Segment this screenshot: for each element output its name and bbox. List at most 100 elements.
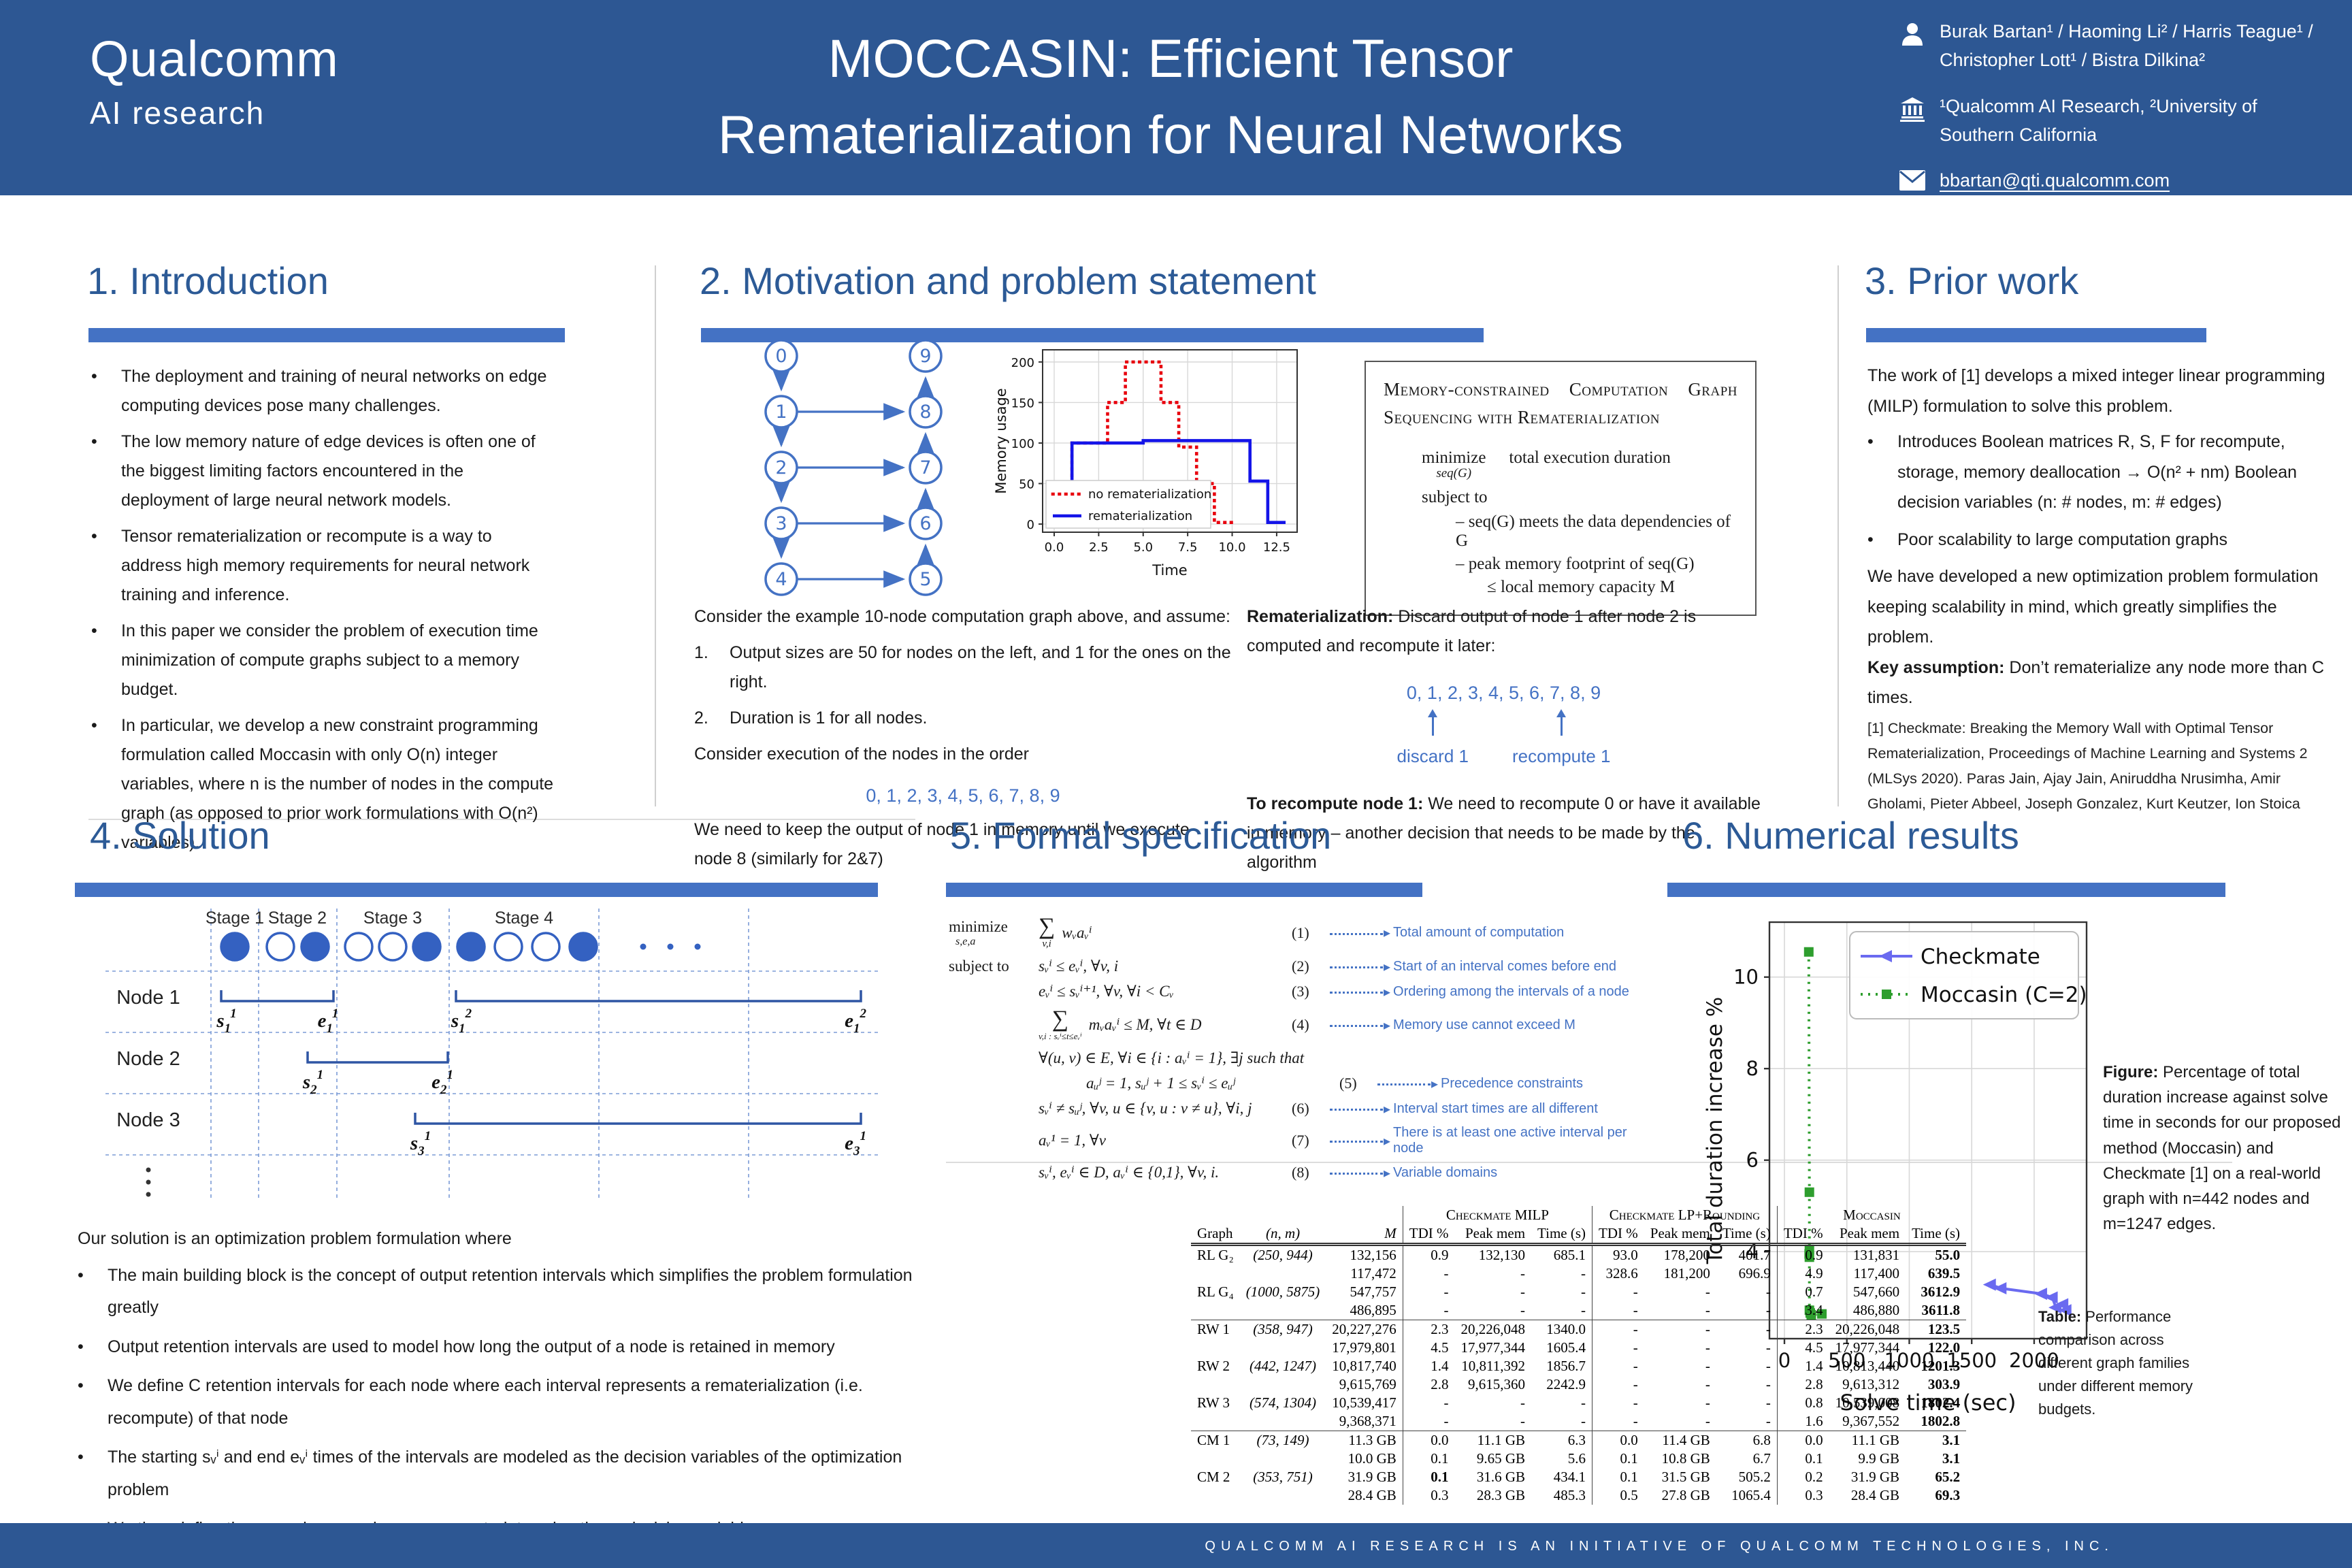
table-cell: -	[1520, 1265, 1526, 1281]
table-cell	[1239, 1301, 1326, 1320]
svg-text:6: 6	[919, 513, 931, 534]
table-cell: -	[1592, 1412, 1644, 1431]
table-cell: 181,200	[1663, 1265, 1710, 1281]
svg-text:5: 5	[919, 569, 931, 590]
problem-box-minimize-row: minimize seq(G) total execution duration	[1422, 448, 1737, 481]
table-cell	[1239, 1412, 1326, 1431]
equation-math: ∑ v,i wᵥaᵥⁱ	[1039, 914, 1092, 950]
arrow-right-icon: ▸	[1431, 1076, 1439, 1092]
arrow-right-icon: ▸	[1384, 926, 1391, 941]
table-cell: 10,817,740	[1332, 1358, 1396, 1374]
email-link[interactable]: bbartan@qti.qualcomm.com	[1940, 170, 2170, 191]
table-cell: -	[1402, 1394, 1455, 1412]
table-column-header: M	[1326, 1224, 1403, 1246]
equation-row: ∑ v,i : sᵥⁱ≤t≤eᵥⁱ mᵥaᵥⁱ ≤ M, ∀t ∈ D (4) ▸ Mem…	[949, 1008, 1661, 1042]
authors-text: Burak Bartan¹ / Haoming Li² / Harris Tea…	[1940, 18, 2341, 75]
list-item-text: ≤ local memory capacity M	[1487, 578, 1676, 596]
subject-to-label: subject to	[1422, 488, 1488, 506]
solution-bullet: • We define C retention intervals for eac…	[78, 1370, 932, 1435]
execution-sequence: 0, 1, 2, 3, 4, 5, 6, 7, 8, 9	[866, 785, 1060, 806]
list-item-text: In this paper we consider the problem of…	[121, 621, 538, 699]
intro-bullet: • The deployment and training of neural n…	[91, 362, 554, 421]
divider-col-1	[655, 265, 656, 806]
table-cell: 9,367,552	[1829, 1412, 1906, 1431]
table-cell: RL G₄	[1197, 1284, 1234, 1300]
equation-row: ∀(u, v) ∈ E, ∀i ∈ {i : aᵥⁱ = 1}, ∃j such…	[949, 1049, 1661, 1067]
equation-row: sᵥⁱ, eᵥⁱ ∈ D, aᵥⁱ ∈ {0,1}, ∀v, i. (8) ▸ Var…	[949, 1164, 1661, 1181]
table-cell: -	[1592, 1375, 1644, 1394]
section-formal-spec: 5. Formal specification minimize s,e,a ∑ v,…	[946, 813, 1661, 1181]
table-cell: 1802.8	[1906, 1412, 1967, 1431]
table-caption-text: Performance comparison across different …	[2038, 1308, 2193, 1418]
table-cell: 2.3	[1402, 1320, 1455, 1339]
table-cell: 9,615,769	[1339, 1376, 1396, 1392]
svg-text:150: 150	[1011, 396, 1034, 410]
svg-text:Time: Time	[1152, 562, 1187, 578]
list-item-text: – peak memory footprint of seq(G)	[1456, 555, 1695, 573]
table-cell: 31.9 GB	[1850, 1469, 1900, 1485]
table-cell: 10.8 GB	[1661, 1450, 1710, 1467]
table-cell: -	[1705, 1358, 1710, 1374]
recompute-node-text: We need to recompute 0 or have it availa…	[1247, 794, 1761, 872]
table-cell: CM 1	[1197, 1432, 1230, 1448]
solution-bullet: • Output retention intervals are used to …	[78, 1331, 932, 1364]
svg-text:s21: s21	[302, 1068, 323, 1097]
svg-text:s11: s11	[216, 1007, 236, 1036]
equation-math: sᵥⁱ ≤ eᵥⁱ, ∀v, i	[1039, 958, 1119, 975]
table-column-header: (n, m)	[1239, 1224, 1326, 1246]
svg-text:0: 0	[1027, 518, 1034, 532]
table-cell: 5.6	[1567, 1450, 1586, 1467]
equation-math: ∀(u, v) ∈ E, ∀i ∈ {i : aᵥⁱ = 1}, ∃j such…	[1039, 1049, 1305, 1066]
table-cell: 117,400	[1853, 1265, 1900, 1281]
recompute-node-label: To recompute node 1:	[1247, 794, 1424, 814]
key-assumption-para: Key assumption: Don’t rematerialize any …	[1867, 653, 2330, 713]
svg-text:100: 100	[1011, 437, 1034, 451]
section-4-accent-bar	[75, 883, 878, 897]
recompute-para: To recompute node 1: We need to recomput…	[1247, 789, 1761, 877]
sequence-annotations: discard 1 recompute 1	[1247, 709, 1761, 772]
dotted-leader	[1330, 990, 1383, 994]
table-cell: 401.7	[1738, 1247, 1771, 1263]
equation-math: eᵥⁱ ≤ sᵥⁱ⁺¹, ∀v, ∀i < Cᵥ	[1039, 983, 1174, 1000]
list-item-text: We define C retention intervals for each…	[108, 1376, 863, 1428]
table-cell: 132,156	[1350, 1247, 1396, 1263]
svg-text:s31: s31	[410, 1129, 431, 1158]
table-cell: -	[1592, 1357, 1644, 1375]
table-cell: -	[1520, 1394, 1526, 1411]
svg-text:0.0: 0.0	[1045, 540, 1064, 555]
email-row: bbartan@qti.qualcomm.com	[1899, 167, 2341, 200]
equation-row: sᵥⁱ ≠ sᵤʲ, ∀v, u ∈ {v, u : v ≠ u}, ∀i, j…	[949, 1100, 1661, 1117]
table-cell: 485.3	[1553, 1487, 1586, 1503]
table-cell: 6.3	[1567, 1432, 1586, 1448]
list-marker: •	[1867, 432, 1874, 451]
email-icon	[1899, 167, 1940, 200]
affiliation-row: ¹Qualcomm AI Research, ²University of So…	[1899, 93, 2341, 150]
svg-text:e31: e31	[845, 1129, 866, 1158]
table-cell: 93.0	[1592, 1244, 1644, 1264]
list-item-text: The starting sᵥⁱ and end eᵥⁱ times of th…	[108, 1448, 902, 1499]
table-cell: 547,757	[1350, 1284, 1396, 1300]
table-column-header: Peak mem	[1454, 1224, 1532, 1246]
table-cell: 505.2	[1738, 1469, 1771, 1485]
table-cell: 3.1	[1942, 1450, 1961, 1467]
equation-number: (2)	[1292, 958, 1309, 975]
solution-bullet-list: • The main building block is the concept …	[78, 1260, 932, 1568]
table-cell: 10,539,008	[1835, 1394, 1900, 1411]
table-cell: RW 2	[1197, 1358, 1230, 1374]
table-cell: -	[1765, 1394, 1771, 1411]
reference-text: [1] Checkmate: Breaking the Memory Wall …	[1867, 720, 2308, 812]
table-cell	[1191, 1412, 1240, 1431]
table-column-header: Graph	[1191, 1224, 1240, 1246]
table-cell: -	[1581, 1284, 1586, 1300]
table-cell: 178,200	[1663, 1247, 1710, 1263]
table-cell: -	[1765, 1358, 1771, 1374]
equation-row: aᵥ¹ = 1, ∀v (7) ▸ There is at least one act…	[949, 1125, 1661, 1156]
prior-para-2: We have developed a new optimization pro…	[1867, 567, 2319, 647]
arrow-right-icon: ▸	[1384, 984, 1391, 1000]
table-cell: 696.9	[1738, 1265, 1771, 1281]
table-cell	[1240, 1339, 1326, 1357]
svg-text:1500: 1500	[1946, 1349, 1997, 1372]
table-cell: 328.6	[1592, 1264, 1644, 1283]
intro-bullet: • In particular, we develop a new constra…	[91, 711, 554, 858]
table-cell: (250, 944)	[1253, 1247, 1313, 1263]
